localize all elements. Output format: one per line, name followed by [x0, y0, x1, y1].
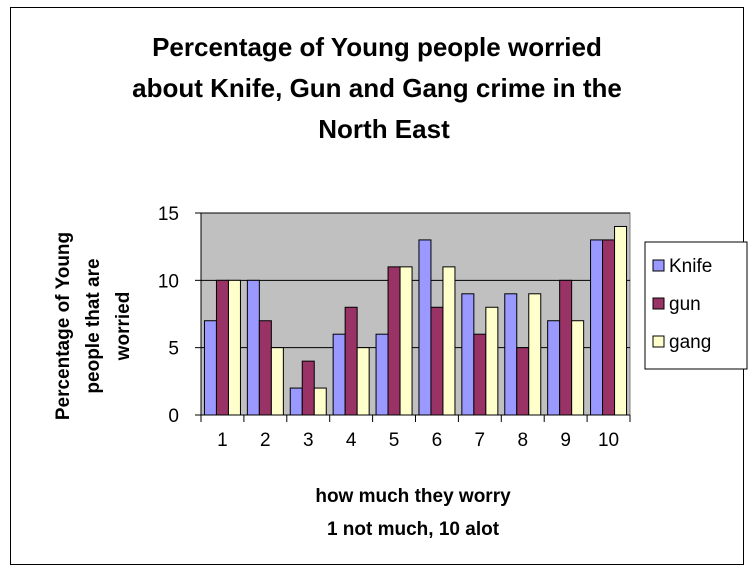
chart-title-line-2: about Knife, Gun and Gang crime in the	[132, 73, 622, 103]
bar-gang-7	[485, 306, 499, 416]
bar-gang-1	[227, 279, 241, 416]
bar-gun-7	[473, 333, 487, 416]
bar-knife-7	[461, 293, 475, 416]
bar-gun-5	[387, 266, 401, 416]
bar-knife-4	[332, 333, 346, 416]
bar-gang-10	[614, 225, 628, 416]
x-tick-label: 4	[346, 430, 357, 451]
bar-knife-8	[504, 293, 518, 416]
x-tick-label: 2	[260, 430, 271, 451]
bar-gang-2	[270, 347, 284, 416]
bar-gang-5	[399, 266, 413, 416]
y-axis-title-line-1: Percentage of Young	[53, 232, 74, 420]
bar-gang-8	[528, 293, 542, 416]
y-tick-label: 5	[168, 339, 179, 360]
x-tick-label: 1	[217, 430, 228, 451]
bar-gun-3	[301, 360, 315, 416]
chart-title-line-3: North East	[318, 114, 450, 144]
bar-knife-9	[547, 320, 561, 416]
x-tick-label: 7	[475, 430, 486, 451]
legend-swatch-gun	[652, 297, 665, 310]
y-axis-title: Percentage of Young people that are worr…	[53, 232, 134, 420]
bar-knife-10	[590, 239, 604, 416]
bar-gang-9	[571, 320, 585, 416]
y-axis-title-line-3: worried	[113, 292, 134, 362]
x-axis-title-line-2: 1 not much, 10 alot	[327, 519, 500, 540]
bar-gun-1	[215, 279, 229, 416]
x-tick-label: 9	[560, 430, 571, 451]
legend-label-knife: Knife	[669, 256, 712, 277]
x-tick-label: 6	[432, 430, 443, 451]
bar-knife-3	[289, 387, 303, 416]
y-axis-title-line-2: people that are	[83, 258, 104, 393]
bar-gun-9	[559, 279, 573, 416]
x-tick-label: 10	[598, 430, 619, 451]
x-tick-label: 3	[303, 430, 314, 451]
bar-knife-2	[246, 279, 260, 416]
y-tick-label: 0	[168, 406, 179, 427]
bar-gun-2	[258, 320, 272, 416]
x-axis-title-line-1: how much they worry	[315, 486, 511, 507]
bar-gun-8	[516, 347, 530, 416]
bar-gang-4	[356, 347, 370, 416]
bar-knife-5	[375, 333, 389, 416]
bar-gang-3	[313, 387, 327, 416]
chart-title-line-1: Percentage of Young people worried	[152, 32, 602, 62]
y-tick-label: 15	[158, 204, 179, 225]
legend-label-gang: gang	[669, 332, 711, 353]
legend: Knife gun gang	[644, 241, 748, 370]
bar-gun-10	[602, 239, 616, 416]
bar-gang-6	[442, 266, 456, 416]
bar-gun-4	[344, 306, 358, 416]
bar-knife-1	[203, 320, 217, 416]
legend-swatch-gang	[652, 335, 665, 348]
legend-label-gun: gun	[669, 294, 701, 315]
bar-knife-6	[418, 239, 432, 416]
bar-gun-6	[430, 306, 444, 416]
x-tick-label: 8	[517, 430, 528, 451]
plot-area: 0 5 10 15 1 2 3 4 5 6 7 8 9 10	[158, 204, 631, 451]
x-tick-label: 5	[389, 430, 400, 451]
legend-swatch-knife	[652, 259, 665, 272]
y-tick-label: 10	[158, 271, 179, 292]
